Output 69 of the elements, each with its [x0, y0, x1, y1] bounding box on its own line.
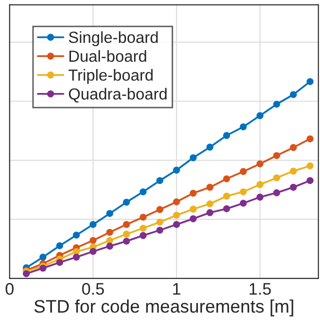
point [306, 135, 314, 142]
point [140, 232, 147, 239]
point [256, 181, 264, 188]
point [256, 112, 264, 120]
point [72, 254, 80, 261]
point [256, 160, 264, 168]
point [90, 248, 97, 255]
point [122, 220, 130, 228]
point [72, 232, 80, 239]
point [90, 236, 97, 244]
point [290, 144, 297, 151]
point [190, 154, 197, 162]
point [273, 189, 280, 196]
point [273, 152, 280, 160]
point [273, 100, 280, 108]
point [173, 212, 180, 219]
point [306, 177, 314, 184]
point [290, 91, 297, 98]
x-tick-label: 1 [173, 283, 180, 295]
x-axis-title: STD for code measurements [m] [34, 299, 294, 316]
point [106, 228, 114, 236]
point [173, 198, 180, 206]
point [306, 78, 314, 86]
point [56, 258, 64, 266]
point [223, 192, 230, 200]
point [290, 184, 297, 191]
point [190, 190, 197, 197]
point [122, 230, 130, 238]
point [206, 184, 214, 191]
point [240, 168, 247, 175]
point [156, 206, 164, 213]
point [56, 242, 64, 250]
point [173, 166, 180, 174]
point [140, 214, 147, 221]
point [206, 144, 214, 151]
legend-label: Quadra-board [68, 88, 167, 102]
point [106, 210, 114, 217]
point [273, 174, 280, 182]
point [240, 200, 247, 207]
point [156, 226, 164, 234]
point [223, 175, 230, 182]
point [90, 220, 97, 228]
point [240, 188, 247, 196]
point [190, 215, 197, 222]
point [256, 194, 264, 201]
legend-label: Triple-board [68, 69, 153, 84]
point [156, 218, 164, 226]
point [206, 209, 214, 216]
point [190, 206, 197, 213]
point [206, 200, 214, 208]
point [173, 220, 180, 228]
point [40, 254, 46, 261]
point [22, 270, 30, 278]
point [140, 224, 147, 232]
point [306, 162, 314, 170]
point [106, 242, 114, 250]
point [122, 198, 130, 206]
point [223, 132, 230, 139]
point [223, 205, 230, 212]
legend-label: Dual-board [69, 50, 146, 62]
point [122, 238, 130, 245]
x-tick-label: 0 [6, 283, 14, 295]
legend-label: Single-board [68, 31, 158, 46]
point [140, 188, 147, 196]
point [240, 123, 247, 130]
x-tick-label: 0.5 [82, 283, 104, 295]
point [156, 177, 164, 184]
x-tick-label: 1.5 [250, 283, 271, 295]
point [290, 168, 297, 175]
